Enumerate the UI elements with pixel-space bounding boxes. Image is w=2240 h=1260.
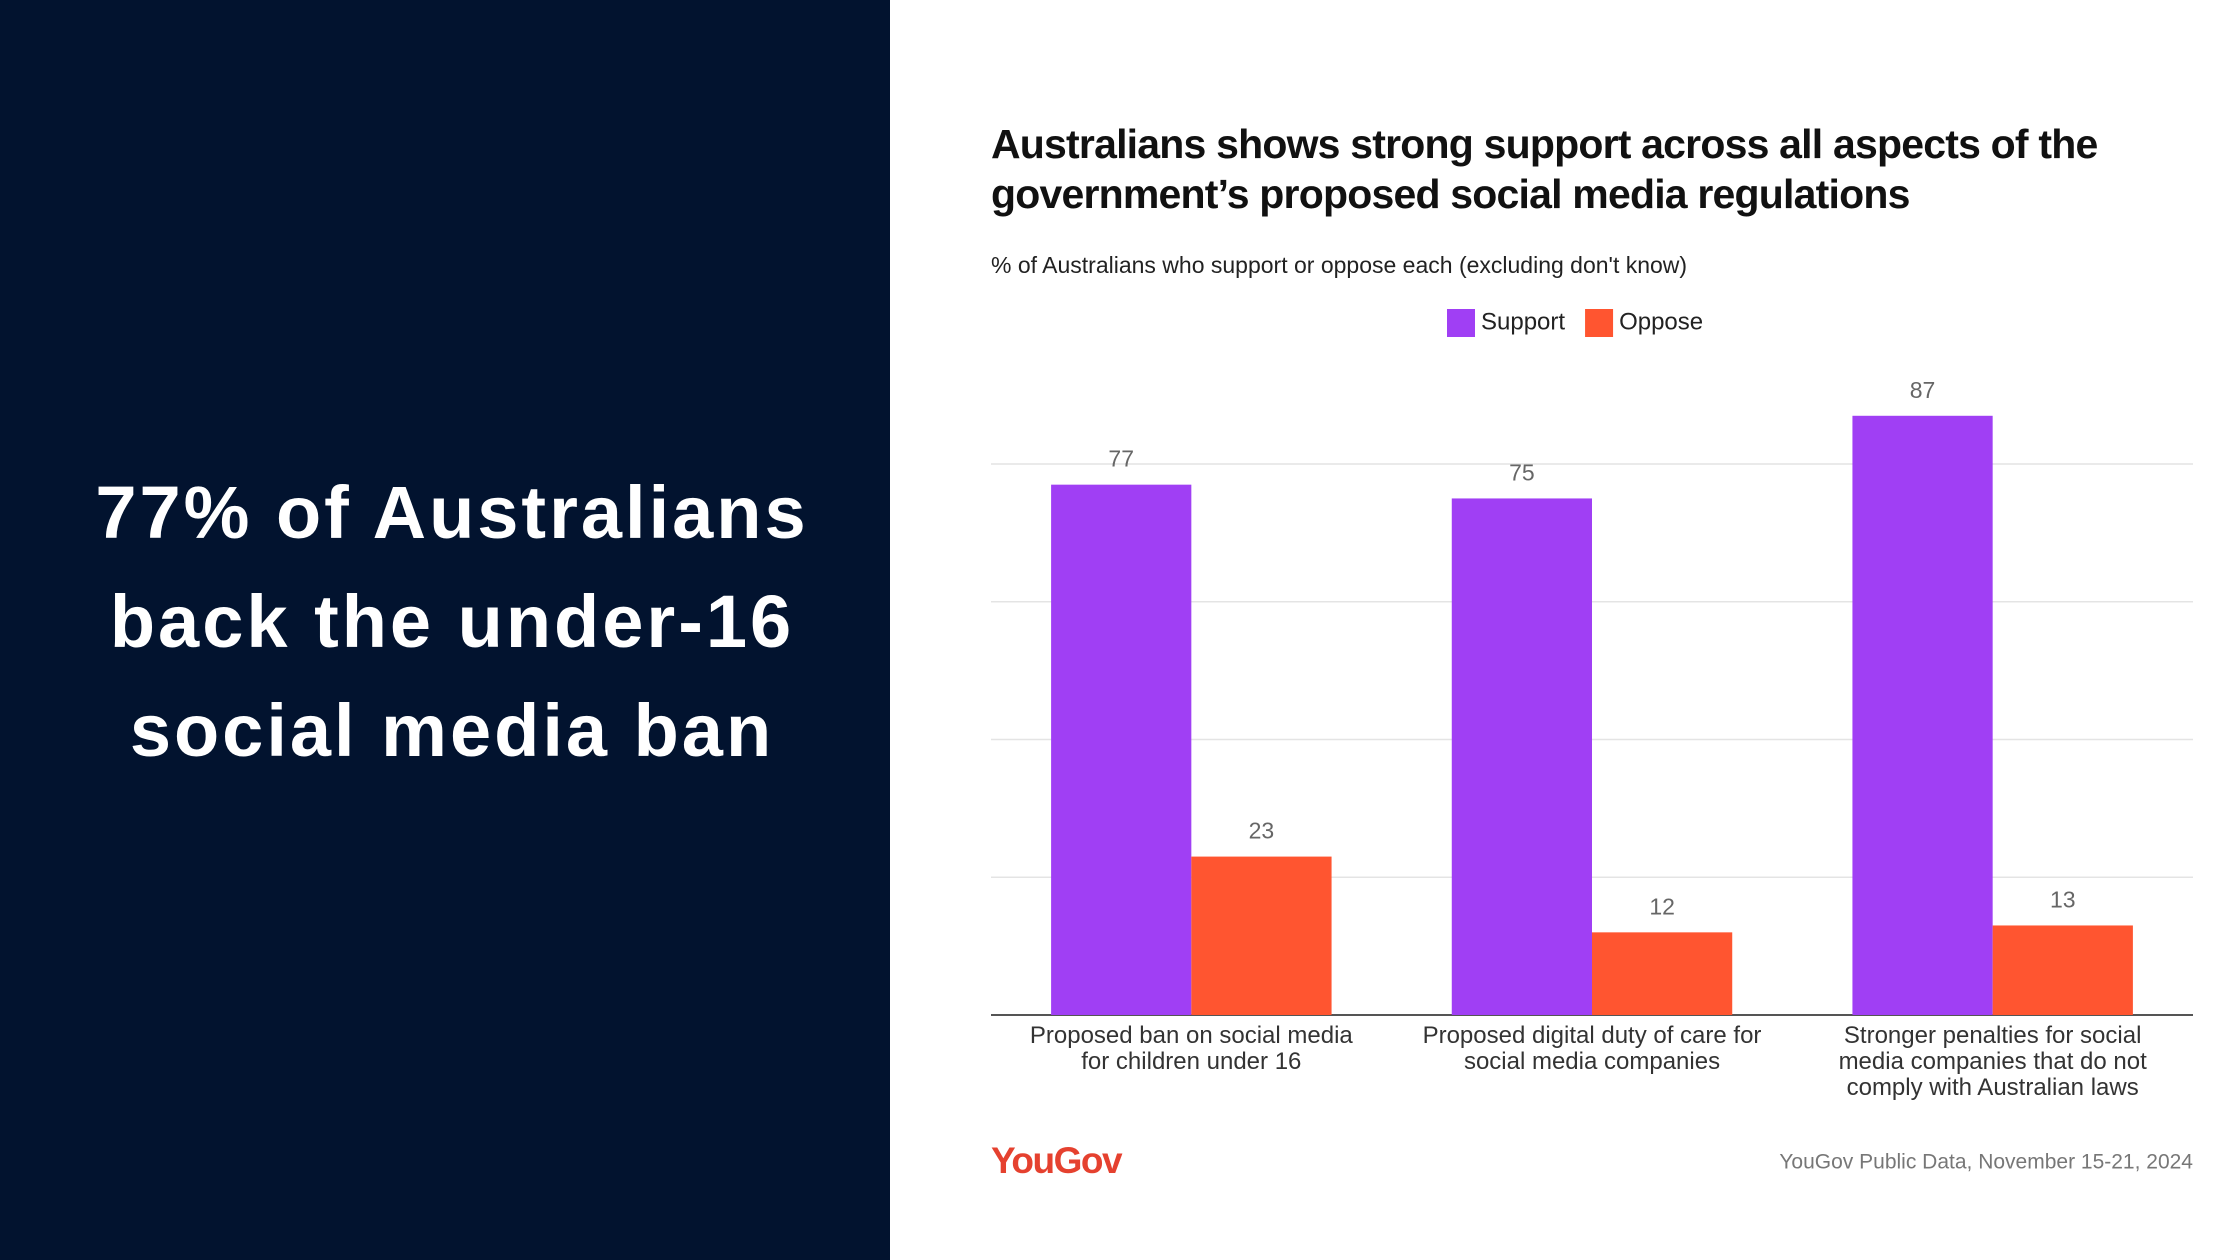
chart-title: Australians shows strong support across … [991, 121, 2097, 217]
x-tick-label: Proposed ban on social media for children… [1030, 1022, 1354, 1075]
bar [1592, 932, 1733, 1015]
data-label: 75 [1509, 460, 1535, 486]
bar [1051, 484, 1192, 1016]
x-tick-label: Stronger penalties for social media compa… [1839, 1022, 2148, 1101]
bar [1852, 415, 1993, 1016]
data-label: 23 [1249, 818, 1275, 844]
data-label: 13 [2050, 887, 2076, 913]
legend-swatch [1447, 309, 1475, 337]
chart-subtitle: % of Australians who support or oppose e… [991, 252, 1687, 278]
logo: YouGov [991, 1140, 1123, 1181]
legend-label: Oppose [1619, 308, 1703, 335]
data-label: 77 [1108, 446, 1134, 472]
data-label: 12 [1649, 893, 1675, 919]
bar [1451, 498, 1592, 1015]
data-label: 87 [1910, 377, 1936, 403]
bar [1992, 925, 2133, 1015]
legend-swatch [1585, 309, 1614, 337]
legend-label: Support [1481, 308, 1565, 335]
bar [1191, 856, 1332, 1015]
left-panel [0, 0, 890, 1260]
x-tick-label: Proposed digital duty of care for social … [1423, 1022, 1762, 1075]
source: YouGov Public Data, November 15-21, 2024 [1779, 1151, 2193, 1174]
headline: 77% of Australians back the under-16 socia… [95, 471, 808, 772]
